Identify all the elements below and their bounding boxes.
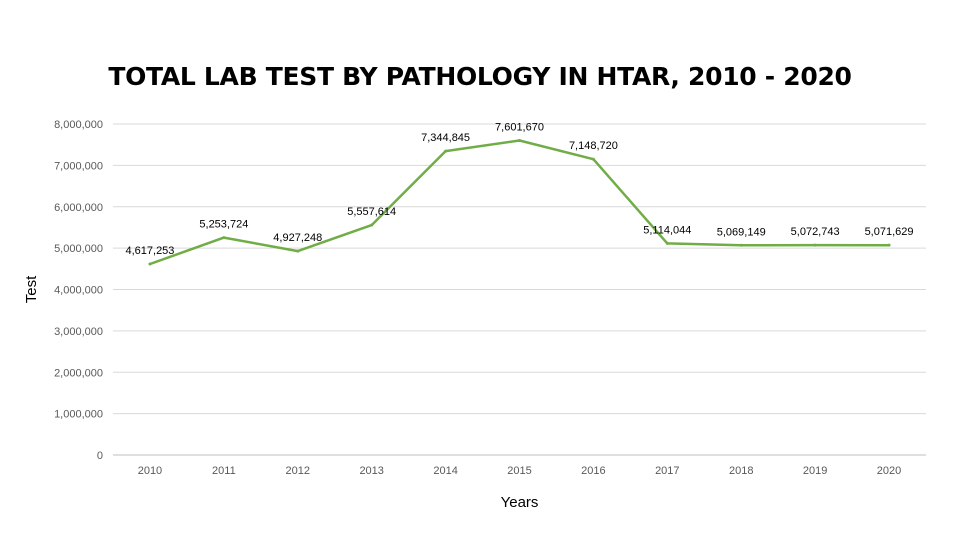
- data-point: [370, 223, 374, 227]
- y-tick-label: 0: [97, 450, 103, 462]
- x-tick-label: 2020: [877, 465, 901, 477]
- y-tick-label: 2,000,000: [54, 367, 103, 379]
- x-tick-label: 2011: [212, 465, 236, 477]
- data-point: [148, 262, 152, 266]
- data-point: [222, 236, 226, 240]
- x-tick-label: 2012: [286, 465, 310, 477]
- data-point: [444, 149, 448, 153]
- data-label: 5,253,724: [199, 219, 248, 231]
- x-tick-label: 2015: [507, 465, 531, 477]
- y-tick-label: 5,000,000: [54, 243, 103, 255]
- chart-title: TOTAL LAB TEST BY PATHOLOGY IN HTAR, 201…: [108, 62, 852, 91]
- x-tick-label: 2018: [729, 465, 753, 477]
- x-tick-label: 2013: [359, 465, 383, 477]
- x-tick-label: 2016: [581, 465, 605, 477]
- y-tick-label: 3,000,000: [54, 326, 103, 338]
- y-tick-label: 8,000,000: [54, 119, 103, 131]
- x-tick-label: 2017: [655, 465, 679, 477]
- data-label: 7,601,670: [495, 121, 544, 133]
- y-axis-ticks: 0 1,000,000 2,000,000 3,000,000 4,000,000 5,0…: [54, 119, 103, 462]
- x-axis-ticks: 2010 2011 2012 2013 2014 2015 2016 2017 2018 2019…: [138, 465, 902, 477]
- data-point: [591, 157, 595, 161]
- x-tick-label: 2010: [138, 465, 162, 477]
- data-point: [739, 243, 743, 247]
- data-label: 5,071,629: [865, 226, 914, 238]
- gridlines: [113, 123, 926, 456]
- data-point: [887, 243, 891, 247]
- y-tick-label: 1,000,000: [54, 409, 103, 421]
- data-point: [518, 138, 521, 142]
- y-tick-label: 4,000,000: [54, 285, 103, 297]
- y-tick-label: 7,000,000: [54, 160, 103, 172]
- data-point: [813, 243, 817, 247]
- data-label: 5,072,743: [791, 226, 840, 238]
- data-label: 4,927,248: [273, 232, 322, 244]
- y-axis-title: Test: [23, 275, 40, 303]
- series-layer: [148, 138, 891, 266]
- data-label: 5,557,614: [347, 206, 396, 218]
- data-label: 5,114,044: [643, 224, 691, 236]
- x-axis-title: Years: [501, 494, 539, 511]
- y-tick-label: 6,000,000: [54, 202, 103, 214]
- data-labels: 4,617,253 5,253,724 4,927,248 5,557,614 7,34…: [125, 121, 913, 256]
- series-line: [148, 139, 891, 266]
- data-point: [665, 241, 669, 245]
- data-point: [296, 249, 300, 253]
- data-label: 4,617,253: [125, 245, 174, 257]
- x-tick-label: 2019: [803, 465, 827, 477]
- x-tick-label: 2014: [433, 465, 457, 477]
- data-label: 7,344,845: [421, 132, 470, 144]
- data-label: 7,148,720: [569, 140, 618, 152]
- data-label: 5,069,149: [717, 226, 766, 238]
